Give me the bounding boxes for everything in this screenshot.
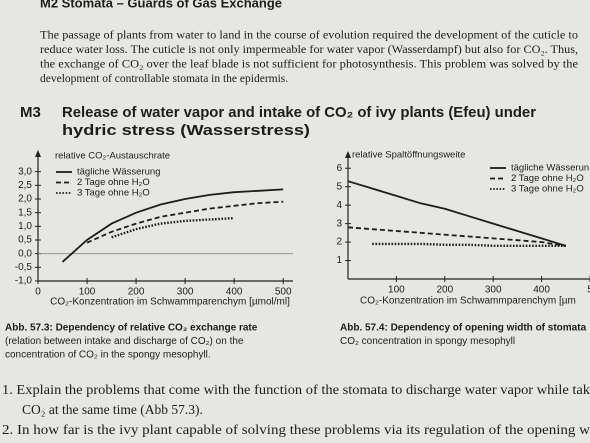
legend-label: tägliche Wässerung bbox=[77, 167, 160, 178]
series-line bbox=[61, 188, 284, 263]
caption-line: (relation between intake and discharge o… bbox=[5, 336, 244, 347]
caption-line: CO₂ concentration in spongy mesophyll bbox=[340, 336, 515, 347]
caption-line: concentration of CO₂ in the spongy mesop… bbox=[5, 350, 211, 361]
section-title: hydric stress (Wasserstress) bbox=[62, 122, 310, 139]
y-tick-label: 3,0 bbox=[18, 166, 32, 177]
x-tick-label: 200 bbox=[436, 285, 453, 296]
y-tick-label: 1,0 bbox=[18, 221, 32, 232]
intro-line: development of controllable stomata in t… bbox=[40, 73, 288, 85]
y-tick-label: 2,0 bbox=[18, 194, 32, 205]
intro-line: reduce water loss. The cuticle is not on… bbox=[40, 44, 578, 56]
y-tick-label: 1 bbox=[336, 255, 342, 266]
axis-arrow bbox=[35, 150, 41, 157]
x-axis-label: CO₂-Konzentration im Schwammparenchym [µ… bbox=[360, 296, 576, 307]
series-line bbox=[111, 216, 235, 239]
section-title: Release of water vapor and intake of CO₂… bbox=[62, 104, 536, 121]
x-tick-label: 0 bbox=[35, 287, 41, 298]
y-tick-label: 5 bbox=[336, 181, 342, 192]
x-tick-label: 300 bbox=[485, 285, 502, 296]
legend-label: 3 Tage ohne H₂O bbox=[511, 184, 584, 195]
y-tick-label: 4 bbox=[336, 200, 342, 211]
x-tick-label: 100 bbox=[388, 285, 405, 296]
y-tick-label: 1,5 bbox=[18, 207, 32, 218]
y-tick-label: 0,0 bbox=[18, 248, 32, 259]
y-tick-label: -0,5 bbox=[15, 262, 33, 273]
x-tick-label: 100 bbox=[79, 287, 96, 298]
series-line bbox=[372, 242, 566, 247]
legend-label: 2 Tage ohne H₂O bbox=[511, 173, 584, 184]
y-tick-label: 2 bbox=[336, 237, 342, 248]
legend-label: 2 Tage ohne H₂O bbox=[77, 177, 150, 188]
x-tick-label: 300 bbox=[177, 287, 194, 298]
question-line: 2. In how far is the ivy plant capable o… bbox=[2, 422, 590, 437]
y-tick-label: 0,5 bbox=[18, 235, 32, 246]
section-label: M3 bbox=[20, 104, 41, 121]
x-tick-label: 400 bbox=[533, 285, 550, 296]
legend-label: tägliche Wässerun bbox=[511, 163, 589, 174]
legend-label: 3 Tage ohne H₂O bbox=[77, 188, 150, 199]
y-tick-label: 2,5 bbox=[18, 180, 32, 191]
caption-line: Abb. 57.3: Dependency of relative CO₂ ex… bbox=[5, 323, 258, 334]
x-axis-label: CO₂-Konzentration im Schwammparenchym [µ… bbox=[50, 297, 290, 308]
x-tick-label: 500 bbox=[275, 287, 292, 298]
y-tick-label: 3 bbox=[336, 218, 342, 229]
intro-line: The passage of plants from water to land… bbox=[40, 30, 578, 42]
x-tick-label: 5 bbox=[587, 285, 590, 296]
series-line bbox=[347, 226, 566, 247]
y-tick-label: 6 bbox=[336, 163, 342, 174]
y-axis-label: relative Spaltöffnungsweite bbox=[352, 150, 465, 161]
y-tick-label: -1,0 bbox=[15, 276, 33, 287]
x-tick-label: 200 bbox=[128, 287, 145, 298]
question-line: CO₂ at the same time (Abb 57.3). bbox=[22, 402, 203, 417]
header-title: M2 Stomata – Guards of Gas Exchange bbox=[40, 0, 282, 10]
x-tick-label: 400 bbox=[226, 287, 243, 298]
series-line bbox=[347, 180, 567, 247]
axis-arrow bbox=[345, 151, 351, 158]
series-line bbox=[86, 200, 284, 244]
intro-line: the exchange of CO₂ over the leaf blade … bbox=[40, 59, 578, 71]
caption-line: Abb. 57.4: Dependency of opening width o… bbox=[340, 323, 587, 334]
y-axis-label: relative CO₂-Austauschrate bbox=[55, 151, 170, 162]
question-line: 1. Explain the problems that come with t… bbox=[2, 382, 590, 397]
